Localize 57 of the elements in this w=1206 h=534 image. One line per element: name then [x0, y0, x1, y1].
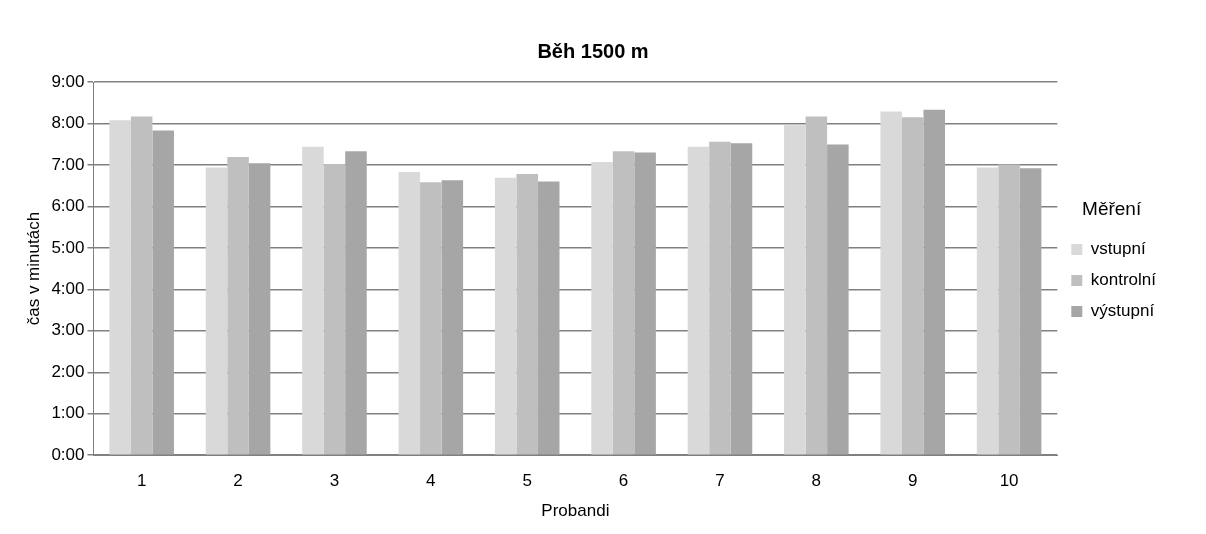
bar: [709, 141, 731, 455]
bar: [1019, 168, 1042, 455]
bar: [420, 182, 442, 455]
bar: [998, 164, 1020, 455]
chart-title: Běh 1500 m: [537, 39, 649, 62]
legend-label: kontrolní: [1090, 270, 1157, 290]
bar: [227, 157, 249, 455]
bar: [398, 171, 421, 455]
bar: [516, 174, 538, 455]
y-tick-label: 8:00: [51, 113, 85, 133]
y-tick-label: 9:00: [51, 71, 85, 91]
y-tick-label: 4:00: [51, 279, 85, 299]
y-tick-label: 1:00: [51, 403, 85, 423]
bar: [494, 177, 517, 455]
bar: [345, 151, 367, 455]
bar: [612, 151, 635, 455]
x-axis-title: Probandi: [541, 501, 610, 521]
x-tick-label: 4: [426, 471, 436, 491]
bar: [976, 167, 999, 455]
y-tick-label: 2:00: [51, 361, 85, 381]
x-tick-label: 7: [715, 471, 725, 491]
bar: [880, 111, 902, 455]
x-tick-label: 10: [999, 471, 1019, 491]
bar: [591, 162, 613, 455]
legend-label: výstupní: [1090, 301, 1155, 321]
bar: [634, 152, 656, 455]
x-tick-label: 2: [233, 471, 243, 491]
bar: [109, 120, 131, 455]
bar: [730, 143, 753, 455]
x-tick-label: 1: [136, 471, 147, 491]
legend-label: vstupní: [1090, 239, 1146, 259]
y-tick-label: 5:00: [51, 237, 85, 257]
x-tick-label: 3: [329, 471, 340, 491]
x-tick-label: 6: [618, 471, 629, 491]
x-tick-label: 8: [811, 471, 822, 491]
bar: [805, 116, 828, 455]
x-tick-label: 9: [907, 471, 918, 491]
y-tick-label: 7:00: [51, 154, 85, 174]
bar: [130, 116, 153, 455]
y-tick-label: 3:00: [51, 320, 85, 340]
bar: [687, 146, 710, 455]
bar: [302, 146, 324, 455]
bar: [827, 144, 849, 455]
x-tick-label: 5: [522, 471, 532, 491]
bar: [784, 125, 806, 455]
y-tick-label: 0:00: [51, 444, 85, 464]
legend-title: Měření: [1082, 197, 1142, 219]
bar: [923, 109, 946, 455]
bar: [323, 164, 346, 455]
y-tick-label: 6:00: [51, 196, 85, 216]
bar: [537, 181, 560, 455]
bar: [248, 163, 271, 455]
bar: [901, 117, 924, 455]
y-axis-title: čas v minutách: [23, 211, 43, 326]
bar: [205, 167, 228, 455]
bar: [152, 130, 174, 455]
bar: [441, 180, 464, 455]
